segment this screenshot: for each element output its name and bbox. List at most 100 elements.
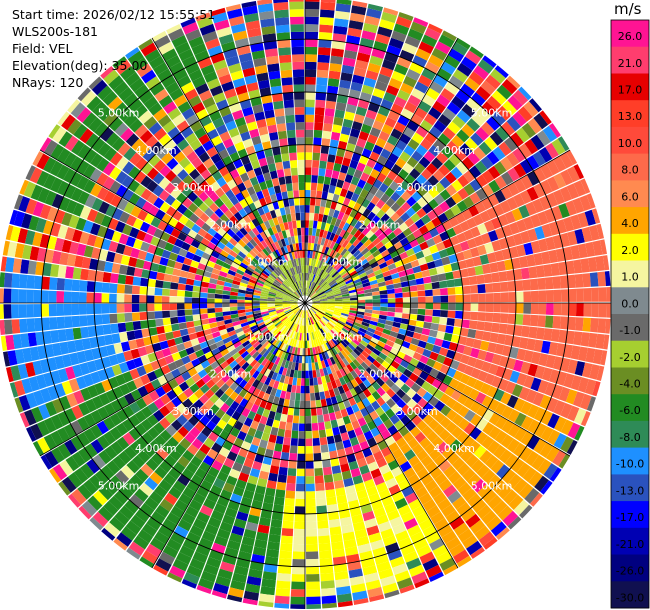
velocity-gate bbox=[290, 589, 305, 597]
velocity-gate bbox=[385, 320, 394, 326]
velocity-gate bbox=[300, 325, 303, 333]
velocity-gate bbox=[319, 296, 327, 299]
velocity-gate bbox=[342, 57, 356, 67]
velocity-gate bbox=[77, 191, 90, 205]
velocity-gate bbox=[256, 279, 265, 285]
velocity-gate bbox=[154, 287, 163, 296]
velocity-gate bbox=[14, 380, 26, 397]
velocity-gate bbox=[93, 292, 102, 303]
velocity-gate bbox=[289, 276, 295, 284]
velocity-gate bbox=[574, 361, 586, 376]
velocity-gate bbox=[381, 11, 397, 24]
velocity-gate bbox=[357, 305, 366, 310]
velocity-gate bbox=[305, 400, 311, 409]
velocity-gate bbox=[283, 168, 292, 177]
velocity-gate bbox=[396, 232, 406, 241]
velocity-gate bbox=[421, 168, 433, 180]
velocity-gate bbox=[3, 304, 12, 319]
velocity-gate bbox=[379, 464, 391, 475]
velocity-gate bbox=[400, 318, 410, 325]
velocity-gate bbox=[338, 237, 346, 246]
velocity-gate bbox=[298, 317, 302, 325]
velocity-gate bbox=[220, 250, 229, 258]
velocity-gate bbox=[394, 497, 408, 510]
velocity-gate bbox=[187, 444, 199, 456]
velocity-gate bbox=[336, 417, 345, 427]
velocity-gate bbox=[295, 212, 301, 221]
velocity-gate bbox=[350, 340, 358, 349]
velocity-gate bbox=[5, 225, 14, 241]
velocity-gate bbox=[399, 584, 415, 594]
velocity-gate bbox=[577, 377, 589, 393]
velocity-gate bbox=[152, 342, 162, 352]
velocity-gate bbox=[327, 85, 339, 95]
velocity-gate bbox=[234, 116, 246, 128]
velocity-gate bbox=[327, 266, 334, 274]
velocity-gate bbox=[277, 382, 284, 391]
range-ring-label: 4.00km bbox=[433, 144, 475, 157]
velocity-gate bbox=[182, 22, 199, 35]
velocity-gate bbox=[359, 550, 374, 561]
velocity-gate bbox=[331, 48, 344, 58]
velocity-gate bbox=[189, 525, 204, 538]
velocity-gate bbox=[467, 356, 477, 368]
velocity-gate bbox=[559, 186, 572, 202]
velocity-gate bbox=[316, 311, 324, 318]
velocity-gate bbox=[337, 265, 345, 273]
velocity-gate bbox=[325, 256, 332, 264]
velocity-gate bbox=[479, 450, 493, 464]
velocity-gate bbox=[357, 342, 366, 351]
velocity-gate bbox=[286, 311, 293, 317]
velocity-gate bbox=[466, 540, 483, 556]
velocity-gate bbox=[222, 303, 230, 308]
velocity-gate bbox=[286, 384, 292, 393]
velocity-gate bbox=[456, 232, 467, 243]
velocity-gate bbox=[266, 441, 276, 451]
velocity-gate bbox=[344, 546, 359, 556]
velocity-gate bbox=[245, 583, 261, 594]
velocity-gate bbox=[181, 126, 194, 139]
velocity-gate bbox=[334, 295, 343, 299]
velocity-gate bbox=[416, 174, 428, 186]
velocity-gate bbox=[542, 125, 558, 142]
velocity-gate bbox=[278, 256, 285, 264]
velocity-gate bbox=[263, 229, 271, 238]
velocity-gate bbox=[305, 491, 316, 499]
velocity-gate bbox=[473, 146, 486, 160]
velocity-gate bbox=[510, 132, 524, 148]
velocity-gate bbox=[333, 262, 341, 270]
velocity-gate bbox=[253, 57, 267, 68]
velocity-gate bbox=[461, 277, 470, 286]
velocity-gate bbox=[305, 39, 318, 47]
velocity-gate bbox=[282, 305, 291, 308]
velocity-gate bbox=[526, 155, 540, 171]
velocity-gate bbox=[246, 356, 255, 365]
velocity-gate bbox=[256, 321, 265, 327]
velocity-gate bbox=[271, 328, 279, 335]
velocity-gate bbox=[354, 482, 366, 493]
velocity-gate bbox=[526, 338, 536, 351]
velocity-gate bbox=[181, 55, 197, 68]
velocity-gate bbox=[244, 74, 258, 85]
velocity-gate bbox=[297, 273, 301, 282]
velocity-gate bbox=[402, 227, 413, 237]
velocity-gate bbox=[592, 349, 603, 365]
velocity-gate bbox=[338, 282, 347, 288]
velocity-gate bbox=[148, 205, 160, 217]
velocity-gate bbox=[305, 107, 315, 115]
velocity-gate bbox=[286, 353, 292, 362]
velocity-gate bbox=[150, 141, 164, 154]
velocity-gate bbox=[274, 249, 281, 258]
velocity-gate bbox=[476, 417, 489, 431]
velocity-gate bbox=[320, 444, 329, 453]
velocity-gate bbox=[324, 222, 331, 232]
velocity-gate bbox=[400, 511, 415, 523]
velocity-gate bbox=[267, 335, 275, 343]
velocity-gate bbox=[491, 272, 500, 283]
velocity-gate bbox=[364, 518, 378, 529]
velocity-gate bbox=[91, 137, 106, 153]
velocity-gate bbox=[446, 318, 455, 326]
velocity-gate bbox=[311, 296, 319, 301]
velocity-gate bbox=[272, 282, 280, 288]
velocity-gate bbox=[317, 289, 324, 295]
